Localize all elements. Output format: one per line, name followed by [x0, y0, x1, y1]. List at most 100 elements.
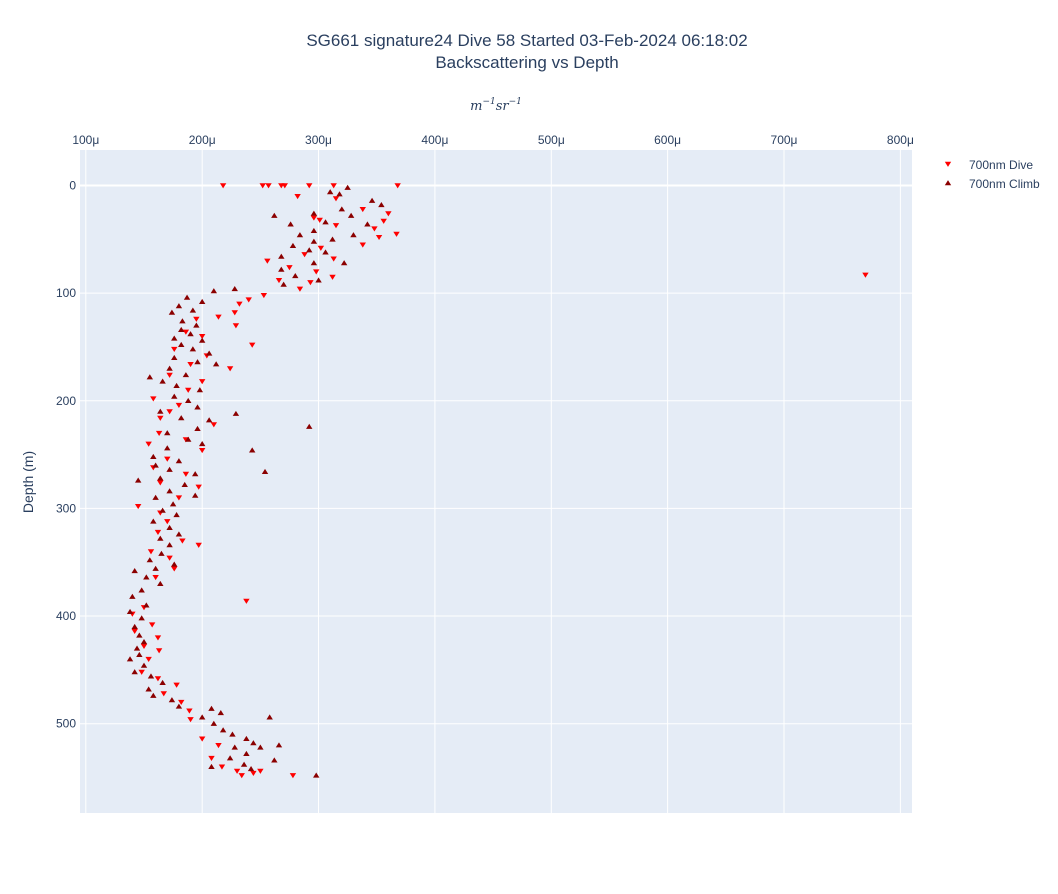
- data-markers: [126, 183, 869, 779]
- climb-marker: [129, 593, 136, 599]
- climb-marker: [185, 436, 192, 442]
- climb-marker: [336, 191, 343, 197]
- climb-marker: [179, 318, 186, 324]
- dive-marker: [226, 366, 234, 372]
- climb-marker: [231, 285, 238, 292]
- y-tick-label: 0: [69, 179, 76, 193]
- climb-marker: [169, 501, 177, 507]
- dive-marker: [134, 504, 142, 510]
- climb-marker: [271, 212, 278, 218]
- climb-marker: [175, 303, 183, 309]
- dive-marker: [157, 480, 164, 486]
- dive-marker: [332, 223, 340, 229]
- climb-marker: [292, 273, 299, 279]
- climb-marker: [164, 445, 171, 451]
- climb-marker: [306, 247, 313, 253]
- dive-marker: [329, 274, 336, 280]
- climb-marker: [344, 184, 351, 190]
- climb-marker: [166, 488, 173, 494]
- dive-marker: [375, 234, 383, 241]
- climb-marker: [164, 430, 171, 436]
- climb-marker: [210, 288, 218, 294]
- climb-marker: [243, 750, 250, 757]
- climb-marker: [178, 415, 185, 421]
- dive-marker: [862, 272, 869, 278]
- climb-marker: [157, 580, 164, 586]
- climb-marker: [378, 202, 385, 208]
- y-tick-label: 100: [56, 286, 76, 300]
- dive-marker: [359, 206, 366, 213]
- climb-marker: [143, 602, 150, 608]
- dive-marker: [289, 773, 297, 779]
- climb-marker: [138, 587, 145, 593]
- dive-marker: [208, 755, 215, 761]
- climb-marker: [173, 382, 180, 388]
- grid-lines: [80, 150, 912, 813]
- climb-marker: [287, 221, 294, 227]
- dive-marker: [218, 764, 226, 770]
- dive-marker: [238, 773, 245, 779]
- dive-marker: [330, 256, 337, 262]
- x-axis-title: m−1sr−1: [470, 97, 522, 114]
- climb-marker: [243, 735, 250, 741]
- dive-marker: [171, 346, 178, 352]
- legend[interactable]: 700nm Dive 700nm Climb: [944, 158, 1040, 191]
- climb-marker: [247, 765, 255, 772]
- dive-marker: [148, 622, 156, 628]
- dive-marker: [155, 430, 163, 436]
- climb-marker: [306, 423, 313, 429]
- dive-marker: [317, 245, 325, 251]
- dive-marker: [233, 768, 241, 774]
- dive-marker: [164, 456, 171, 462]
- climb-marker: [150, 453, 157, 459]
- climb-marker: [157, 535, 164, 541]
- climb-marker: [182, 372, 190, 378]
- legend-item-climb[interactable]: 700nm Climb: [944, 177, 1040, 191]
- climb-marker: [364, 221, 371, 227]
- climb-marker: [192, 492, 199, 498]
- dive-marker: [310, 215, 318, 221]
- climb-marker: [194, 359, 201, 365]
- climb-marker: [187, 331, 194, 337]
- climb-marker: [131, 567, 138, 574]
- climb-marker: [212, 361, 220, 367]
- climb-marker: [198, 298, 206, 304]
- dive-marker: [359, 242, 366, 248]
- climb-marker: [329, 236, 336, 242]
- climb-marker: [193, 322, 200, 328]
- climb-marker: [140, 662, 148, 668]
- climb-marker: [250, 740, 257, 746]
- climb-marker: [310, 238, 318, 244]
- dive-marker: [164, 519, 171, 525]
- climb-marker: [146, 374, 154, 380]
- legend-label-dive: 700nm Dive: [969, 158, 1033, 172]
- dive-marker: [160, 691, 167, 697]
- dive-marker: [195, 542, 202, 548]
- legend-marker-climb: [944, 180, 952, 186]
- chart-title: SG661 signature24 Dive 58 Started 03-Feb…: [306, 31, 747, 50]
- climb-marker: [208, 705, 215, 711]
- climb-marker: [178, 341, 185, 348]
- dive-marker: [265, 183, 272, 189]
- climb-marker: [185, 397, 192, 404]
- climb-marker: [131, 623, 138, 630]
- climb-marker: [157, 408, 164, 414]
- dive-marker: [257, 768, 264, 774]
- dive-marker: [198, 379, 206, 385]
- dive-marker: [259, 183, 266, 189]
- climb-marker: [310, 227, 318, 233]
- climb-marker: [322, 249, 329, 255]
- dive-marker: [150, 396, 157, 402]
- y-tick-label: 200: [56, 394, 76, 408]
- dive-marker: [215, 314, 222, 320]
- dive-marker: [286, 265, 293, 271]
- climb-marker: [171, 354, 178, 360]
- climb-marker: [166, 466, 173, 472]
- legend-item-dive[interactable]: 700nm Dive: [944, 158, 1034, 172]
- climb-marker: [338, 206, 346, 212]
- dive-marker: [154, 676, 162, 682]
- dive-marker: [195, 484, 202, 490]
- legend-marker-dive: [944, 161, 952, 167]
- climb-marker: [194, 425, 201, 432]
